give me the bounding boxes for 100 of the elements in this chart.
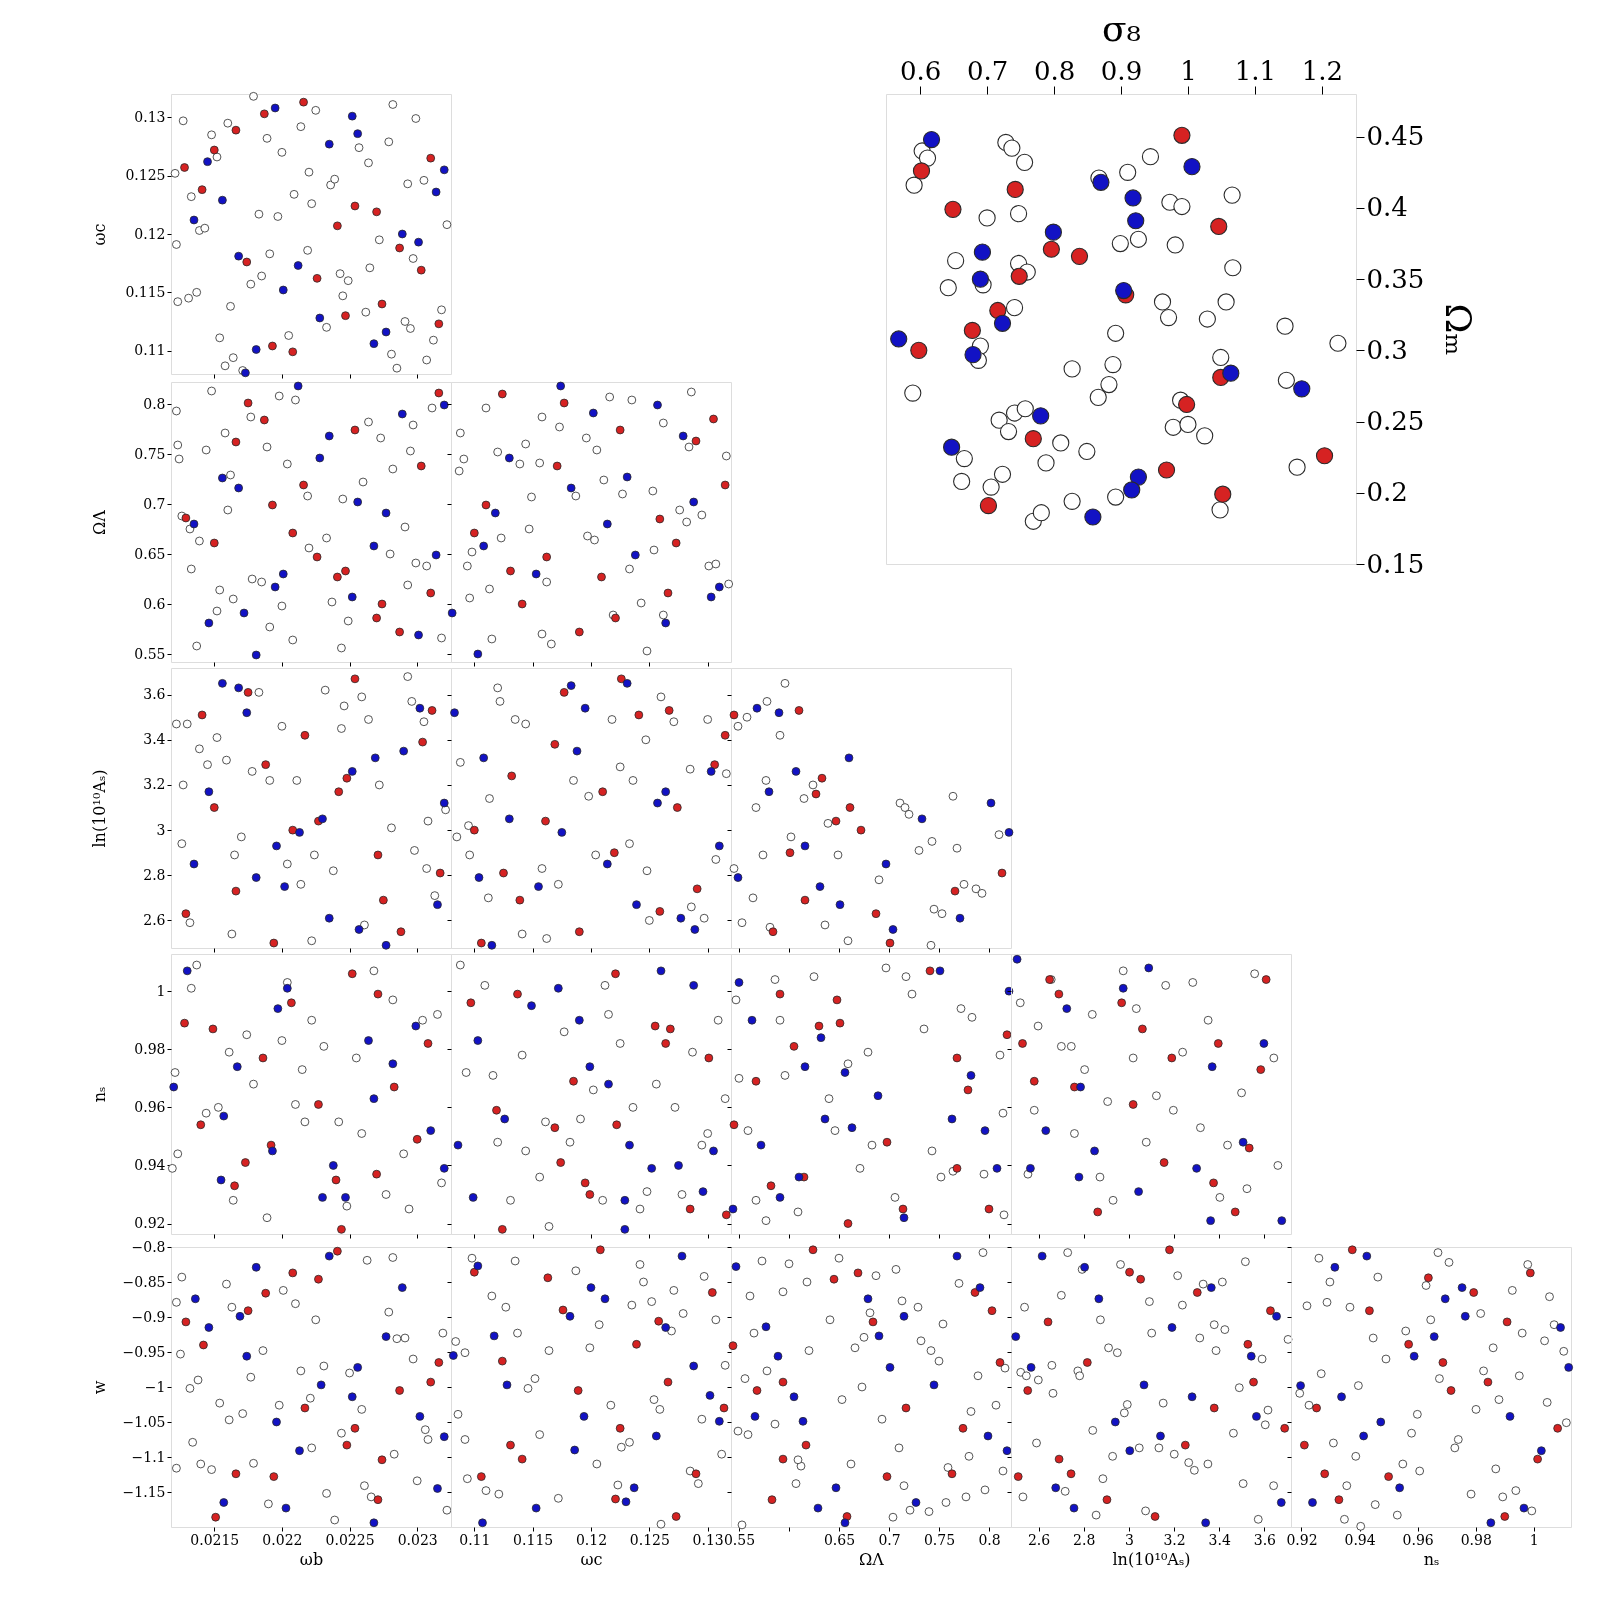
point — [1012, 954, 1022, 964]
point — [1277, 1216, 1287, 1225]
point — [770, 975, 780, 984]
x-tick-label: 0.65 — [823, 1531, 856, 1548]
point — [459, 454, 469, 464]
point — [816, 1033, 826, 1042]
point — [1102, 1495, 1112, 1505]
point — [691, 1469, 701, 1479]
point — [374, 235, 384, 245]
point — [1293, 380, 1311, 398]
y-tick-label: 0.75 — [134, 445, 166, 462]
point — [762, 1366, 772, 1376]
point — [1559, 1346, 1569, 1356]
point — [559, 688, 569, 697]
point — [733, 873, 743, 882]
point — [980, 1485, 990, 1495]
point — [277, 721, 287, 731]
point — [897, 1296, 907, 1306]
point — [647, 1164, 656, 1173]
point — [454, 466, 464, 476]
point — [173, 440, 183, 450]
point — [670, 1103, 680, 1112]
point — [235, 1311, 245, 1321]
point — [1178, 1047, 1187, 1057]
point — [554, 1493, 563, 1503]
x-tick-label: 0.12 — [575, 1531, 608, 1548]
point — [998, 1108, 1008, 1118]
point — [542, 577, 551, 587]
point — [999, 1210, 1009, 1220]
point — [243, 398, 253, 408]
point — [315, 453, 325, 463]
x-tick-label: 0.9 — [1100, 55, 1143, 86]
point — [220, 361, 230, 371]
point — [1209, 1403, 1219, 1413]
point — [523, 1384, 533, 1393]
point — [958, 1423, 968, 1433]
point — [227, 1302, 237, 1312]
point — [1500, 1512, 1510, 1521]
point — [1023, 1386, 1033, 1395]
point — [364, 158, 373, 168]
point — [794, 706, 804, 715]
point — [479, 753, 488, 763]
point — [963, 321, 981, 340]
point — [360, 1481, 369, 1491]
point — [1505, 1412, 1515, 1421]
point — [598, 787, 607, 797]
point — [513, 989, 522, 999]
point — [835, 900, 845, 909]
point — [881, 963, 891, 973]
point — [456, 960, 465, 970]
point — [576, 1114, 585, 1124]
point — [994, 830, 1004, 839]
point — [207, 130, 216, 140]
point — [177, 1272, 187, 1282]
point — [265, 249, 275, 259]
point — [673, 803, 682, 812]
point — [343, 276, 353, 285]
point — [422, 864, 431, 873]
point — [315, 313, 325, 323]
point — [1269, 1481, 1278, 1491]
point — [328, 1161, 338, 1170]
point — [834, 1253, 844, 1263]
point — [1280, 1423, 1290, 1433]
point — [1269, 1053, 1279, 1063]
point — [785, 848, 795, 858]
point — [299, 480, 308, 490]
point — [625, 1437, 634, 1447]
point — [207, 1465, 216, 1474]
point — [278, 285, 288, 295]
point — [242, 1030, 252, 1040]
point — [1316, 1369, 1326, 1379]
point — [487, 1291, 497, 1301]
point — [669, 1286, 679, 1295]
point — [1178, 1300, 1187, 1310]
point — [439, 798, 449, 808]
point — [411, 114, 421, 123]
point — [664, 706, 674, 715]
point — [1141, 1137, 1151, 1147]
point — [901, 1403, 911, 1413]
point — [524, 524, 534, 534]
point — [734, 978, 744, 987]
point — [715, 1416, 724, 1426]
point — [991, 1400, 1001, 1410]
point — [552, 461, 562, 471]
point — [710, 760, 719, 769]
point — [761, 1216, 771, 1225]
point — [498, 1356, 507, 1366]
point — [837, 1395, 847, 1404]
point — [966, 1071, 976, 1080]
point — [642, 646, 652, 656]
point — [775, 1015, 785, 1025]
point — [843, 936, 853, 946]
point — [274, 391, 284, 401]
point — [264, 1499, 273, 1509]
point — [780, 1071, 790, 1080]
point — [261, 1288, 271, 1298]
point — [603, 519, 612, 529]
point — [521, 439, 530, 449]
point — [1145, 1297, 1154, 1306]
y-tick-label: 0.6 — [143, 595, 166, 612]
